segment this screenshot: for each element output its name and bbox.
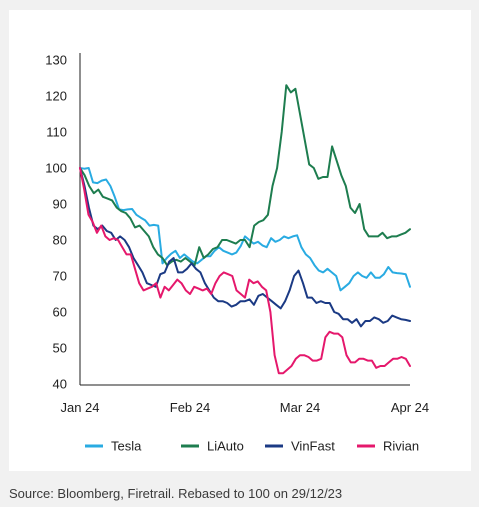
y-tick-label: 110 bbox=[46, 125, 67, 140]
axes bbox=[79, 53, 410, 386]
legend-label-rivian: Rivian bbox=[383, 439, 419, 454]
x-tick-label: Feb 24 bbox=[170, 400, 210, 415]
y-tick-label: 120 bbox=[45, 89, 67, 104]
chart-card: 40 50 60 70 80 90 100 110 120 130 Jan 24 Feb 24 Mar… bbox=[9, 10, 471, 471]
line-chart: 40 50 60 70 80 90 100 110 120 130 Jan 24 Feb 24 Mar… bbox=[45, 53, 429, 454]
y-tick-label: 90 bbox=[53, 197, 67, 212]
series-layer bbox=[79, 84, 411, 375]
source-note: Source: Bloomberg, Firetrail. Rebased to… bbox=[9, 486, 343, 501]
y-tick-label: 100 bbox=[45, 161, 67, 176]
y-tick-label: 60 bbox=[53, 305, 67, 320]
legend-label-vinfast: VinFast bbox=[291, 439, 335, 454]
x-tick-label: Mar 24 bbox=[280, 400, 320, 415]
y-tick-label: 80 bbox=[53, 233, 67, 248]
legend: Tesla LiAuto VinFast Rivian bbox=[85, 439, 419, 454]
y-tick-label: 130 bbox=[45, 53, 67, 68]
y-tick-label: 40 bbox=[53, 377, 67, 392]
series-line-tesla bbox=[79, 167, 411, 292]
x-axis-ticks: Jan 24 Feb 24 Mar 24 Apr 24 bbox=[60, 400, 429, 415]
x-tick-label: Apr 24 bbox=[391, 400, 429, 415]
series-line-liauto bbox=[79, 84, 411, 267]
x-tick-label: Jan 24 bbox=[60, 400, 99, 415]
series-line-rivian bbox=[79, 167, 411, 375]
y-tick-label: 50 bbox=[53, 341, 67, 356]
legend-label-liauto: LiAuto bbox=[207, 439, 244, 454]
y-tick-label: 70 bbox=[53, 269, 67, 284]
y-axis-ticks: 40 50 60 70 80 90 100 110 120 130 bbox=[45, 53, 67, 392]
legend-label-tesla: Tesla bbox=[111, 439, 142, 454]
series-line-vinfast bbox=[79, 167, 411, 328]
